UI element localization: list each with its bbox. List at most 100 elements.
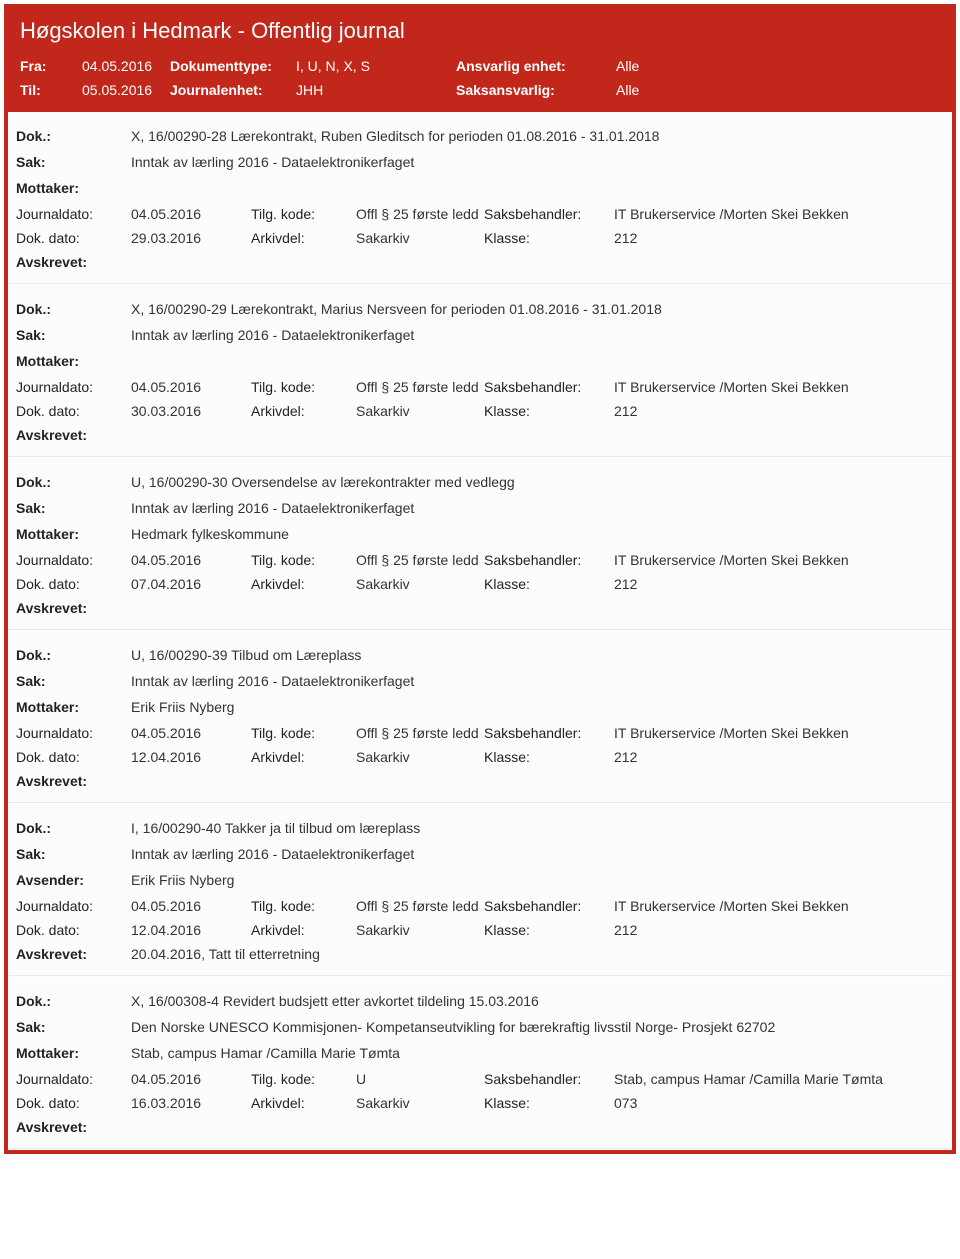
header-filters: Fra: 04.05.2016 Dokumenttype: I, U, N, X… [20, 58, 940, 98]
journal-entry: Dok.: X, 16/00290-28 Lærekontrakt, Ruben… [8, 112, 952, 285]
avskrevet-label: Avskrevet: [16, 773, 131, 789]
saksansvarlig-value: Alle [616, 82, 766, 98]
journal-entry: Dok.: I, 16/00290-40 Takker ja til tilbu… [8, 804, 952, 977]
dok-value: U, 16/00290-39 Tilbud om Læreplass [131, 647, 361, 663]
sak-value: Inntak av lærling 2016 - Dataelektronike… [131, 673, 414, 689]
sak-value: Inntak av lærling 2016 - Dataelektronike… [131, 327, 414, 343]
sak-value: Den Norske UNESCO Kommisjonen- Kompetans… [131, 1019, 775, 1035]
saksbehandler-label: Saksbehandler: [484, 206, 614, 222]
journaldato-label: Journaldato: [16, 725, 131, 741]
sak-label: Sak: [16, 1019, 131, 1035]
journaldato-value: 04.05.2016 [131, 898, 251, 914]
saksbehandler-value: IT Brukerservice /Morten Skei Bekken [614, 898, 944, 914]
journaldato-label: Journaldato: [16, 1071, 131, 1087]
journaldato-value: 04.05.2016 [131, 379, 251, 395]
dokdato-value: 29.03.2016 [131, 230, 251, 246]
dokdato-label: Dok. dato: [16, 922, 131, 938]
journaldato-value: 04.05.2016 [131, 206, 251, 222]
dokdato-value: 12.04.2016 [131, 749, 251, 765]
journaldato-label: Journaldato: [16, 379, 131, 395]
journaldato-label: Journaldato: [16, 552, 131, 568]
journaldato-value: 04.05.2016 [131, 1071, 251, 1087]
journaldato-value: 04.05.2016 [131, 552, 251, 568]
entries-list: Dok.: X, 16/00290-28 Lærekontrakt, Ruben… [8, 112, 952, 1150]
arkivdel-value: Sakarkiv [356, 403, 484, 419]
dokdato-value: 16.03.2016 [131, 1095, 251, 1111]
saksbehandler-value: IT Brukerservice /Morten Skei Bekken [614, 552, 944, 568]
journal-entry: Dok.: X, 16/00308-4 Revidert budsjett et… [8, 977, 952, 1150]
tilgkode-value: Offl § 25 første ledd [356, 379, 484, 395]
dok-label: Dok.: [16, 128, 131, 144]
arkivdel-value: Sakarkiv [356, 749, 484, 765]
party-value: Hedmark fylkeskommune [131, 526, 289, 542]
tilgkode-label: Tilg. kode: [251, 379, 356, 395]
dok-label: Dok.: [16, 647, 131, 663]
klasse-label: Klasse: [484, 576, 614, 592]
klasse-value: 212 [614, 749, 944, 765]
arkivdel-label: Arkivdel: [251, 230, 356, 246]
party-value: Erik Friis Nyberg [131, 699, 234, 715]
saksbehandler-label: Saksbehandler: [484, 725, 614, 741]
klasse-value: 212 [614, 922, 944, 938]
tilgkode-label: Tilg. kode: [251, 898, 356, 914]
party-value: Stab, campus Hamar /Camilla Marie Tømta [131, 1045, 400, 1061]
dok-label: Dok.: [16, 301, 131, 317]
party-label: Mottaker: [16, 180, 131, 196]
saksbehandler-label: Saksbehandler: [484, 898, 614, 914]
journaldato-value: 04.05.2016 [131, 725, 251, 741]
klasse-value: 073 [614, 1095, 944, 1111]
dok-label: Dok.: [16, 993, 131, 1009]
party-label: Mottaker: [16, 353, 131, 369]
avskrevet-label: Avskrevet: [16, 600, 131, 616]
til-value: 05.05.2016 [82, 82, 170, 98]
party-label: Mottaker: [16, 526, 131, 542]
arkivdel-label: Arkivdel: [251, 1095, 356, 1111]
saksbehandler-label: Saksbehandler: [484, 552, 614, 568]
report-header: Høgskolen i Hedmark - Offentlig journal … [8, 8, 952, 112]
dokdato-label: Dok. dato: [16, 749, 131, 765]
saksbehandler-value: IT Brukerservice /Morten Skei Bekken [614, 379, 944, 395]
ansvarlig-value: Alle [616, 58, 766, 74]
dokdato-label: Dok. dato: [16, 403, 131, 419]
saksansvarlig-label: Saksansvarlig: [456, 82, 616, 98]
tilgkode-value: Offl § 25 første ledd [356, 206, 484, 222]
avskrevet-value: 20.04.2016, Tatt til etterretning [131, 946, 320, 962]
dok-value: X, 16/00290-29 Lærekontrakt, Marius Ners… [131, 301, 662, 317]
arkivdel-value: Sakarkiv [356, 230, 484, 246]
dok-value: X, 16/00290-28 Lærekontrakt, Ruben Gledi… [131, 128, 659, 144]
tilgkode-value: Offl § 25 første ledd [356, 898, 484, 914]
klasse-label: Klasse: [484, 403, 614, 419]
journal-entry: Dok.: U, 16/00290-39 Tilbud om Læreplass… [8, 631, 952, 804]
arkivdel-value: Sakarkiv [356, 1095, 484, 1111]
avskrevet-label: Avskrevet: [16, 254, 131, 270]
klasse-label: Klasse: [484, 922, 614, 938]
saksbehandler-value: IT Brukerservice /Morten Skei Bekken [614, 206, 944, 222]
klasse-label: Klasse: [484, 230, 614, 246]
sak-label: Sak: [16, 673, 131, 689]
tilgkode-label: Tilg. kode: [251, 552, 356, 568]
klasse-value: 212 [614, 576, 944, 592]
sak-label: Sak: [16, 327, 131, 343]
til-label: Til: [20, 82, 82, 98]
fra-value: 04.05.2016 [82, 58, 170, 74]
klasse-label: Klasse: [484, 749, 614, 765]
party-label: Mottaker: [16, 1045, 131, 1061]
document-frame: Høgskolen i Hedmark - Offentlig journal … [4, 4, 956, 1154]
avskrevet-label: Avskrevet: [16, 946, 131, 962]
tilgkode-label: Tilg. kode: [251, 725, 356, 741]
saksbehandler-label: Saksbehandler: [484, 379, 614, 395]
dokdato-value: 07.04.2016 [131, 576, 251, 592]
saksbehandler-label: Saksbehandler: [484, 1071, 614, 1087]
dokdato-label: Dok. dato: [16, 230, 131, 246]
dok-value: I, 16/00290-40 Takker ja til tilbud om l… [131, 820, 420, 836]
dokdato-value: 12.04.2016 [131, 922, 251, 938]
klasse-value: 212 [614, 403, 944, 419]
avskrevet-label: Avskrevet: [16, 427, 131, 443]
sak-value: Inntak av lærling 2016 - Dataelektronike… [131, 154, 414, 170]
dokdato-label: Dok. dato: [16, 1095, 131, 1111]
arkivdel-label: Arkivdel: [251, 403, 356, 419]
page-title: Høgskolen i Hedmark - Offentlig journal [20, 18, 940, 44]
dok-label: Dok.: [16, 474, 131, 490]
klasse-label: Klasse: [484, 1095, 614, 1111]
journal-entry: Dok.: U, 16/00290-30 Oversendelse av lær… [8, 458, 952, 631]
